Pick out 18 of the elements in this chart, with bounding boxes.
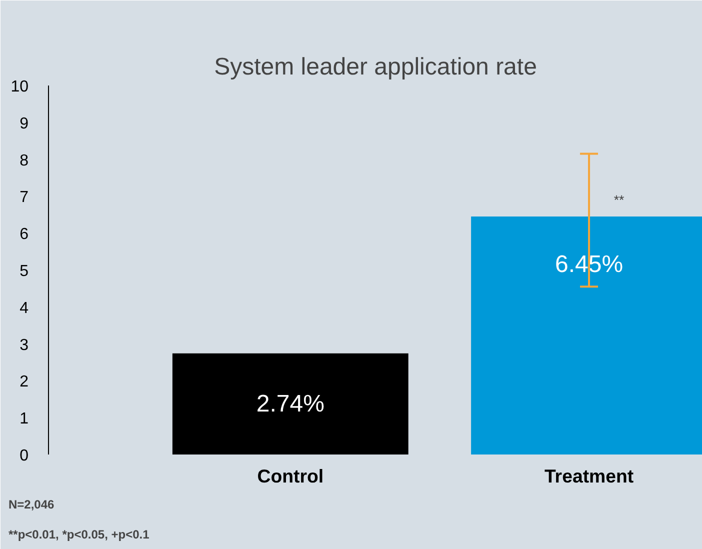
- y-tick-label: 9: [20, 115, 29, 132]
- y-tick-label: 3: [20, 336, 29, 354]
- chart-title: System leader application rate: [214, 54, 537, 80]
- y-tick-label: 8: [20, 152, 29, 170]
- text: N=2,046: [8, 498, 55, 512]
- y-tick-label: 5: [20, 263, 29, 280]
- y-tick-label: 10: [10, 78, 29, 96]
- y-tick-label: 7: [20, 189, 29, 206]
- y-tick-label: 0: [20, 448, 29, 464]
- y-tick-label: 2: [20, 374, 29, 391]
- data-label: 2.74%: [256, 390, 324, 418]
- x-tick-label: Control: [257, 466, 324, 486]
- y-tick-label: 4: [20, 300, 29, 317]
- y-tick-label: 6: [20, 226, 29, 244]
- annotation: **: [614, 192, 624, 208]
- y-tick-label: 1: [20, 410, 29, 428]
- x-tick-label: Treatment: [544, 466, 634, 486]
- text: **p<0.01, *p<0.05, +p<0.1: [8, 528, 150, 542]
